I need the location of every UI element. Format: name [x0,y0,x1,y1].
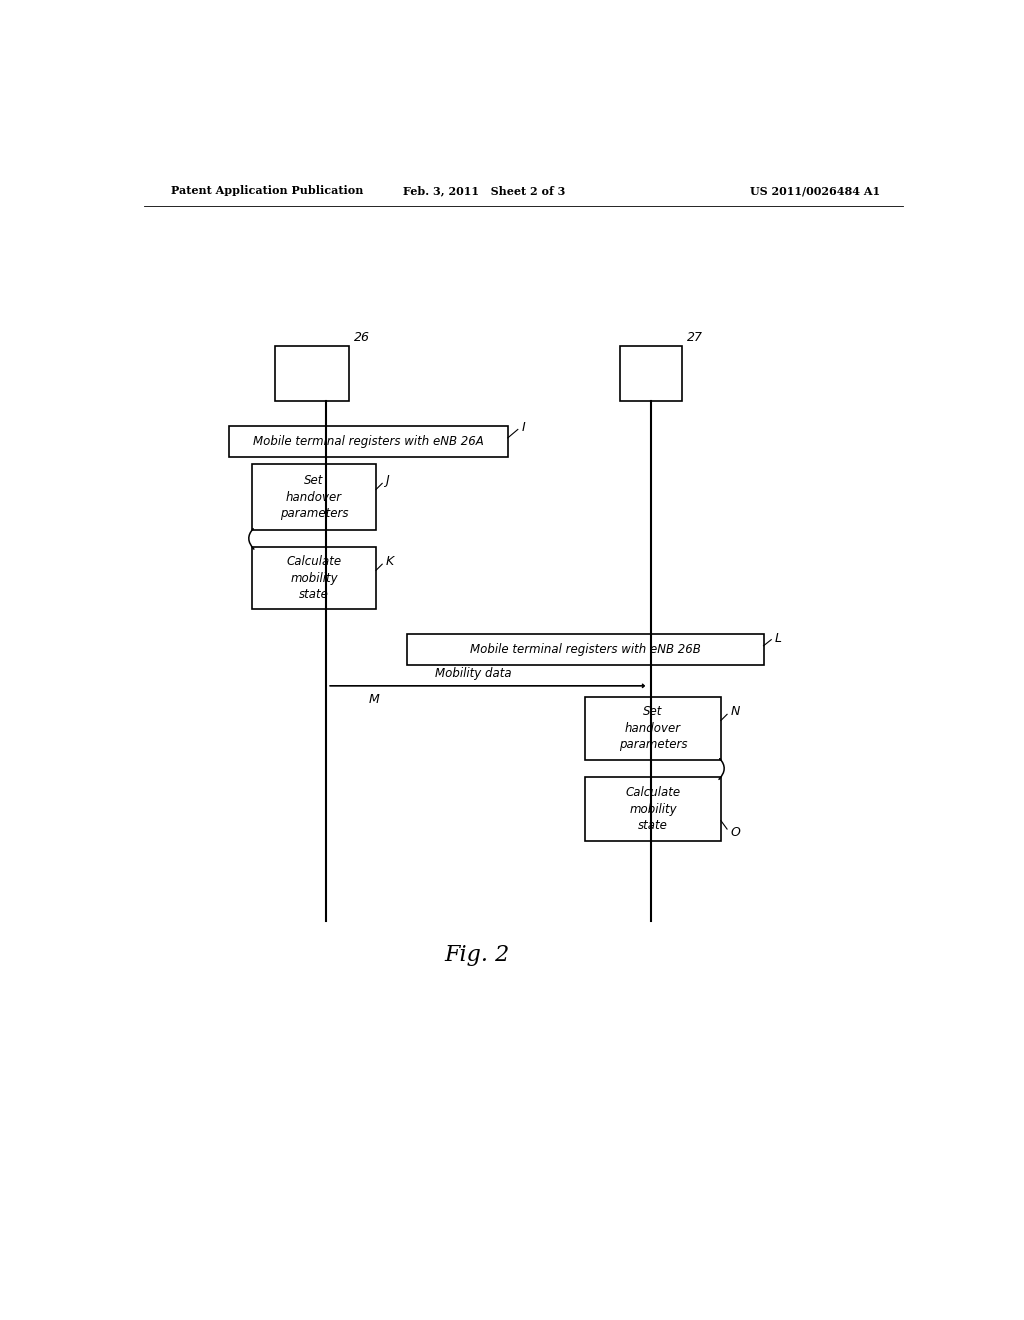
Text: Calculate
mobility
state: Calculate mobility state [626,785,681,832]
FancyBboxPatch shape [228,426,508,457]
Text: Calculate
mobility
state: Calculate mobility state [287,554,342,601]
Text: 26: 26 [353,331,370,345]
FancyBboxPatch shape [586,777,721,841]
Text: Mobile terminal registers with eNB 26A: Mobile terminal registers with eNB 26A [253,436,483,449]
Text: M: M [369,693,379,706]
FancyBboxPatch shape [252,465,376,529]
FancyBboxPatch shape [275,346,349,401]
Text: N: N [730,705,739,718]
Text: 27: 27 [687,331,702,345]
Text: Feb. 3, 2011   Sheet 2 of 3: Feb. 3, 2011 Sheet 2 of 3 [403,185,565,197]
Text: L: L [775,631,782,644]
Text: US 2011/0026484 A1: US 2011/0026484 A1 [750,185,880,197]
Text: J: J [385,474,389,487]
Text: I: I [521,421,525,434]
FancyBboxPatch shape [252,548,376,609]
FancyArrowPatch shape [719,759,724,779]
Text: O: O [730,825,740,838]
Text: Mobile terminal registers with eNB 26B: Mobile terminal registers with eNB 26B [470,643,700,656]
FancyBboxPatch shape [621,346,682,401]
Text: Set
handover
parameters: Set handover parameters [618,705,687,751]
Text: Mobility data: Mobility data [434,668,511,681]
Text: Fig. 2: Fig. 2 [444,944,509,966]
Text: K: K [385,554,393,568]
FancyBboxPatch shape [407,635,764,665]
Text: Patent Application Publication: Patent Application Publication [171,185,362,197]
FancyArrowPatch shape [249,529,254,549]
Text: Set
handover
parameters: Set handover parameters [280,474,348,520]
FancyBboxPatch shape [586,697,721,760]
